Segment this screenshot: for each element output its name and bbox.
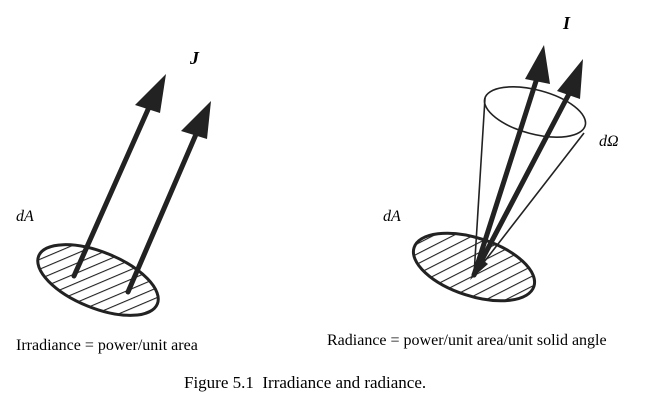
convergence-point — [470, 258, 488, 280]
right-arrow-shaft-2 — [471, 89, 573, 278]
cone-edge-right — [473, 132, 585, 276]
irradiance-caption: Irradiance = power/unit area — [16, 337, 198, 354]
cone-edge-left — [473, 97, 486, 276]
figure-caption: Figure 5.1 Irradiance and radiance. — [184, 373, 427, 392]
solid-angle-label: dΩ — [599, 133, 619, 150]
left-arrowhead-2 — [181, 101, 211, 139]
left-area-label: dA — [16, 208, 34, 225]
left-arrowhead-1 — [135, 74, 166, 113]
right-area-label: dA — [383, 208, 401, 225]
irradiance-diagram — [36, 74, 211, 317]
flux-vector-label: J — [190, 48, 199, 68]
right-arrowhead-1 — [525, 45, 550, 84]
radiance-caption: Radiance = power/unit area/unit solid an… — [327, 332, 607, 349]
radiance-diagram — [411, 45, 587, 303]
right-arrow-shaft-1 — [471, 72, 541, 278]
left-area-element — [36, 243, 160, 317]
right-arrowhead-2 — [557, 59, 583, 99]
left-arrow-shaft-2 — [125, 129, 200, 295]
intensity-vector-label: I — [563, 13, 571, 33]
left-arrow-shaft-1 — [71, 102, 153, 279]
